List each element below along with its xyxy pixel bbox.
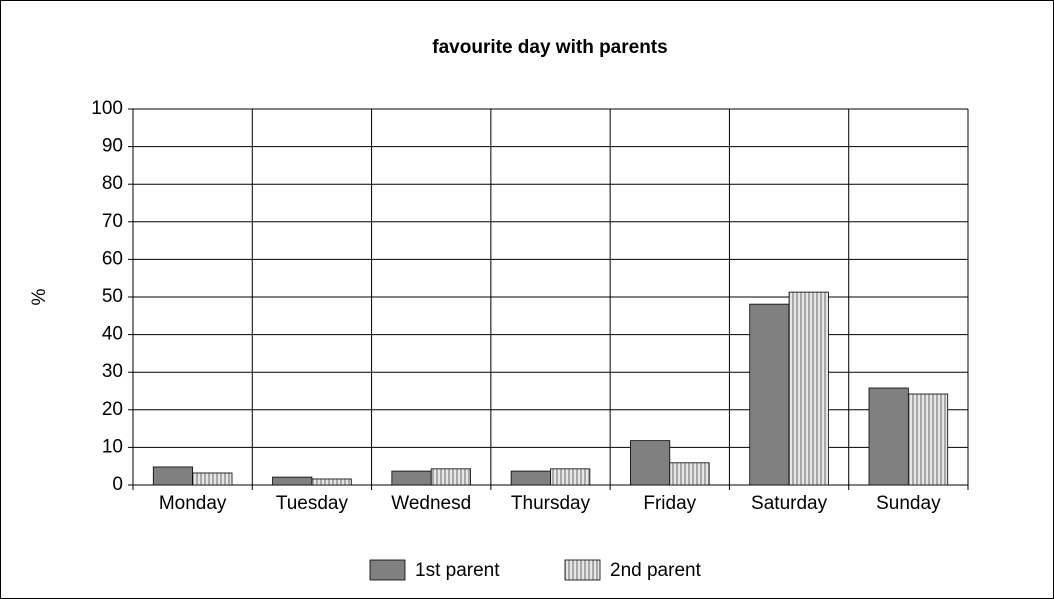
bar xyxy=(630,440,671,486)
y-tick-label: 90 xyxy=(102,136,123,157)
bar xyxy=(868,387,909,486)
bar xyxy=(391,470,432,486)
y-tick-label: 30 xyxy=(102,361,123,382)
bar xyxy=(669,462,710,486)
bar xyxy=(430,468,471,486)
y-tick-label: 0 xyxy=(112,474,123,495)
legend-label: 2nd parent xyxy=(610,560,702,581)
bar xyxy=(272,476,313,486)
bar xyxy=(311,478,352,486)
y-axis-label: % xyxy=(29,288,50,305)
y-tick-label: 100 xyxy=(91,98,123,119)
bar xyxy=(152,466,194,486)
y-tick-label: 80 xyxy=(102,173,123,194)
bar xyxy=(907,393,949,486)
chart-title: favourite day with parents xyxy=(432,37,667,58)
y-tick-label: 60 xyxy=(102,248,123,269)
x-tick-label: Monday xyxy=(159,493,227,514)
x-tick-label: Tuesday xyxy=(276,493,349,514)
legend-label: 1st parent xyxy=(415,560,500,581)
bar xyxy=(192,472,233,486)
legend-swatch xyxy=(369,559,406,581)
y-tick-label: 40 xyxy=(102,324,123,345)
x-tick-label: Thursday xyxy=(511,493,591,514)
bar xyxy=(788,291,829,486)
x-tick-label: Friday xyxy=(643,493,696,514)
bar xyxy=(550,468,591,486)
y-tick-label: 70 xyxy=(102,211,123,232)
x-tick-label: Wednesd xyxy=(391,493,471,514)
legend-swatch xyxy=(564,559,601,581)
y-tick-label: 20 xyxy=(102,399,123,420)
bar xyxy=(510,470,551,486)
bar xyxy=(749,303,790,486)
y-tick-label: 50 xyxy=(102,286,123,307)
x-tick-label: Saturday xyxy=(751,493,828,514)
y-tick-label: 10 xyxy=(102,436,123,457)
x-tick-label: Sunday xyxy=(876,493,941,514)
